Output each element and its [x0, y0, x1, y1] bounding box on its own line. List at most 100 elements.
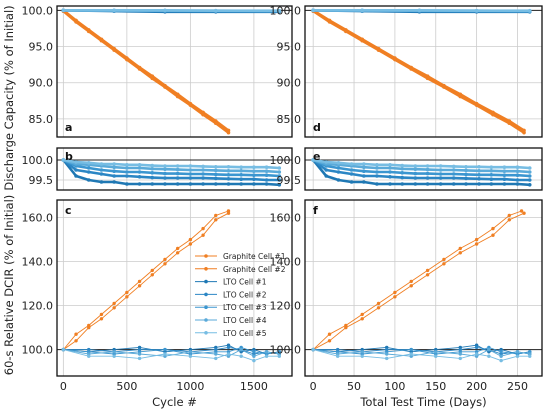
data-point-e-4-15 — [502, 165, 507, 169]
data-point-e-3-14 — [489, 169, 494, 173]
data-point-b-0-3 — [99, 180, 104, 184]
data-point-e-1-5 — [375, 174, 379, 178]
legend-label-4: LTO Cell #3 — [223, 303, 267, 312]
series-line-f-3 — [313, 346, 530, 355]
data-point-b-4-2 — [86, 161, 91, 165]
data-point-e-2-7 — [400, 171, 405, 175]
data-point-a-6-1 — [112, 8, 116, 13]
data-point-e-4-13 — [477, 165, 481, 169]
data-point-b-1-14 — [239, 177, 243, 181]
panel-frame-e — [304, 147, 543, 191]
panel-letter-b: b — [65, 150, 73, 163]
data-point-f-5-5 — [434, 350, 438, 354]
data-point-c-0-10 — [188, 237, 193, 242]
data-point-e-3-12 — [464, 168, 468, 173]
data-point-b-2-5 — [125, 170, 129, 174]
series-line-f-2 — [313, 344, 530, 355]
legend-label-0: Graphite Cell #1 — [223, 252, 286, 261]
data-point-e-2-6 — [388, 170, 392, 174]
data-point-e-0-17 — [527, 183, 532, 187]
panel-letter-f: f — [313, 204, 318, 217]
data-point-e-4-12 — [464, 165, 468, 169]
data-point-e-4-9 — [425, 164, 430, 168]
data-point-e-3-11 — [451, 168, 456, 172]
data-point-c-1-6 — [137, 284, 142, 288]
data-point-d-1-5 — [393, 57, 397, 62]
data-point-f-6-2 — [360, 354, 364, 358]
data-point-c-0-5 — [125, 290, 129, 295]
data-point-f-6-5 — [434, 354, 438, 358]
data-point-b-3-4 — [112, 165, 116, 169]
data-point-f-6-0 — [311, 347, 315, 352]
data-point-b-3-12 — [213, 168, 218, 173]
plot-area-b — [61, 158, 282, 187]
data-point-e-4-1 — [324, 160, 329, 164]
data-point-f-0-10 — [474, 237, 479, 242]
data-point-a-1-1 — [74, 20, 78, 24]
data-point-e-1-17 — [527, 178, 532, 182]
data-point-e-0-10 — [438, 182, 443, 186]
data-point-f-4-4 — [409, 347, 413, 352]
data-point-c-1-2 — [87, 325, 91, 330]
series-line-b-0 — [62, 159, 280, 187]
data-point-c-0-3 — [99, 312, 104, 317]
data-point-f-0-4 — [376, 301, 381, 306]
data-point-b-2-15 — [252, 173, 256, 177]
data-point-c-4-4 — [163, 347, 167, 352]
data-point-f-5-10 — [515, 350, 520, 354]
plot-area-e — [311, 158, 532, 187]
data-point-f-0-13 — [519, 209, 524, 213]
data-point-b-0-2 — [86, 178, 91, 182]
data-point-e-4-8 — [413, 164, 418, 168]
data-point-b-1-7 — [150, 175, 155, 180]
series-line-b-3 — [63, 158, 280, 174]
legend-label-5: LTO Cell #4 — [223, 316, 267, 325]
ytick-label-f-1: 120.0 — [270, 300, 302, 313]
ytick-label-c-2: 140.0 — [22, 256, 54, 269]
data-point-e-1-2 — [336, 170, 341, 174]
data-point-b-0-5 — [125, 182, 129, 186]
series-line-f-5 — [313, 349, 530, 357]
ylabel-dcir: 60-s Relative DCIR (% of Initial) — [2, 195, 16, 376]
plot-area-f — [311, 209, 532, 363]
plot-area-c — [61, 209, 281, 363]
data-point-e-1-4 — [362, 174, 366, 178]
data-point-b-1-9 — [175, 176, 180, 180]
data-point-c-0-12 — [214, 213, 218, 218]
data-point-e-4-7 — [400, 163, 405, 168]
legend-label-3: LTO Cell #2 — [223, 290, 267, 299]
series-line-b-1 — [62, 158, 280, 182]
data-point-d-1-12 — [507, 121, 512, 126]
data-point-c-5-5 — [188, 350, 193, 354]
data-point-e-3-6 — [388, 166, 392, 170]
data-point-b-0-8 — [163, 182, 167, 186]
data-point-c-5-9 — [252, 354, 256, 358]
data-point-b-2-3 — [99, 168, 104, 172]
data-point-d-1-1 — [327, 20, 332, 24]
ytick-label-a-3: 100.0 — [22, 4, 54, 17]
data-point-b-2-11 — [201, 172, 205, 176]
data-point-f-1-2 — [344, 325, 348, 330]
data-point-e-1-12 — [464, 176, 468, 181]
data-point-d-1-10 — [474, 103, 479, 107]
data-point-c-0-6 — [137, 279, 142, 284]
data-point-e-3-15 — [502, 169, 507, 173]
data-point-f-6-11 — [528, 354, 532, 358]
data-point-b-1-15 — [252, 177, 256, 181]
data-point-b-2-13 — [226, 173, 231, 177]
data-point-c-6-2 — [112, 354, 116, 358]
data-point-a-1-2 — [86, 29, 91, 34]
data-point-f-1-12 — [507, 218, 512, 222]
data-point-b-4-16 — [264, 165, 269, 169]
data-point-b-4-14 — [239, 165, 243, 169]
data-point-e-2-16 — [515, 173, 520, 177]
series-line-e-1 — [312, 158, 530, 182]
data-point-e-0-7 — [400, 182, 405, 186]
legend-swatch-marker-3 — [204, 292, 208, 297]
data-point-e-2-4 — [362, 169, 366, 173]
data-point-d-1-6 — [409, 67, 414, 71]
ytick-label-a-2: 95.0 — [29, 41, 54, 54]
data-point-f-5-2 — [360, 350, 364, 354]
data-point-b-4-4 — [112, 162, 116, 166]
xtick-label-f-0: 0 — [310, 380, 317, 393]
